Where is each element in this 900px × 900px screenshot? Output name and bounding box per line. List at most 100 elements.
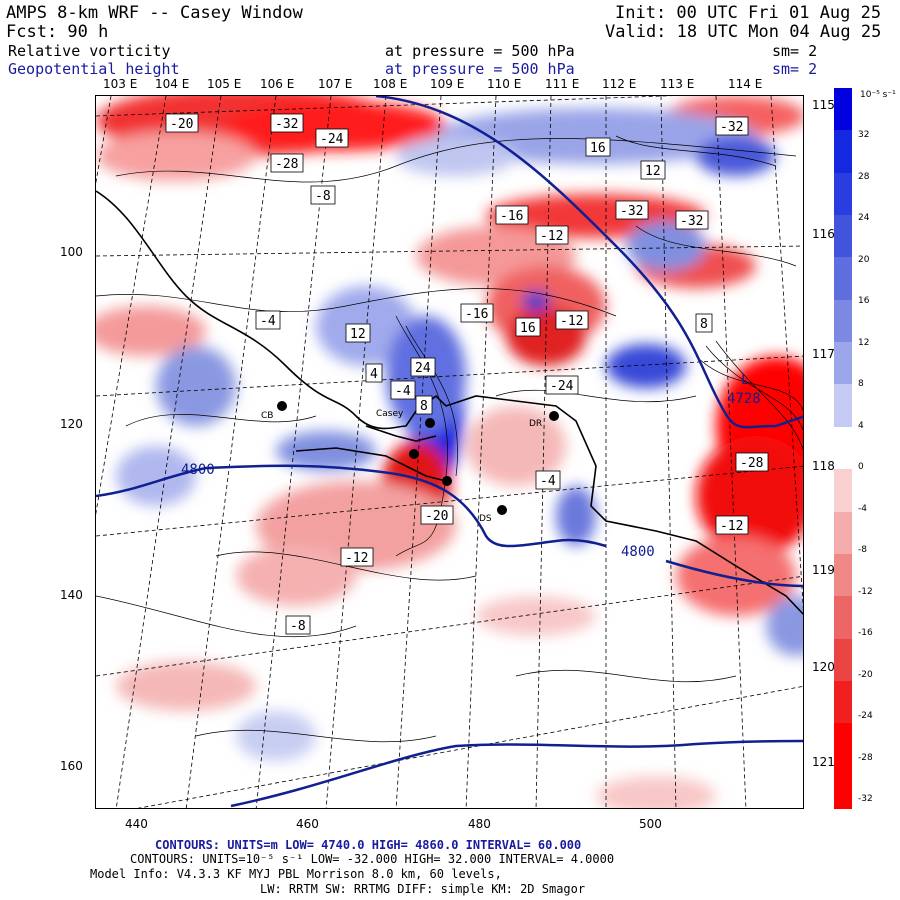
vorticity-label: -4: [395, 384, 411, 399]
station-casey-dot[interactable]: [425, 418, 435, 428]
station-dot-2[interactable]: [409, 449, 419, 459]
colorbar-label: -8: [858, 545, 867, 555]
vorticity-label: -32: [720, 120, 743, 135]
station-dr-label: DR: [529, 419, 542, 429]
map-canvas: 4800 4800 4728 L CB Casey DR DS -20 -32-2…: [96, 96, 803, 808]
y-tick-140: 140: [60, 588, 83, 602]
height-label-4728: 4728: [727, 391, 761, 407]
colorbar-label: 32: [858, 130, 870, 140]
forecast-hour: Fcst: 90 h: [6, 22, 109, 42]
colorbar-bin: [834, 426, 852, 470]
colorbar-bin: [834, 342, 852, 386]
colorbar-bin: [834, 680, 852, 724]
colorbar-bin: [834, 215, 852, 259]
valid-time: Valid: 18 UTC Mon 04 Aug 25: [605, 22, 882, 42]
colorbar-label: 12: [858, 337, 870, 348]
colorbar-bin: [834, 172, 852, 216]
lon-top-label: 105 E: [207, 77, 242, 91]
vorticity-label-box: [535, 470, 561, 490]
colorbar-bin: [834, 511, 852, 555]
colorbar-label: 28: [858, 171, 870, 182]
field2-smoothing: sm= 2: [772, 60, 818, 78]
vorticity-label-box: [270, 113, 304, 133]
lon-top-label: 111 E: [545, 77, 580, 91]
station-dr-dot[interactable]: [549, 411, 559, 421]
low-marker-L: L: [741, 372, 749, 388]
vorticity-label: -20: [170, 117, 193, 132]
vorticity-label-box: [515, 317, 541, 337]
lon-top-label: 110 E: [487, 77, 522, 91]
lon-top-label: 106 E: [260, 77, 295, 91]
lon-top-label: 114 E: [728, 77, 763, 91]
colorbar-label: -20: [858, 669, 873, 680]
vorticity-label-box: [420, 505, 454, 525]
colorbar-label: -16: [858, 628, 873, 638]
vorticity-label: 16: [590, 141, 606, 156]
vorticity-label-box: [495, 205, 529, 225]
vorticity-label: 24: [415, 361, 431, 376]
colorbar-label: 4: [858, 420, 864, 431]
vorticity-label: -24: [320, 132, 344, 147]
vorticity-label-box: [310, 185, 336, 205]
colorbar-label: 0: [858, 462, 864, 472]
vorticity-label: -12: [540, 229, 563, 244]
vorticity-label: -32: [680, 214, 703, 229]
vorticity-label-box: [615, 200, 649, 220]
vorticity-label-box: [365, 363, 383, 383]
lon-top-label: 107 E: [318, 77, 353, 91]
station-dot-3[interactable]: [442, 476, 452, 486]
colorbar-bin: [834, 765, 852, 809]
footer-vorticity-contours: CONTOURS: UNITS=10⁻⁵ s⁻¹ LOW= -32.000 HI…: [130, 852, 615, 866]
field2-name: Geopotential height: [8, 60, 180, 78]
vorticity-label-box: [390, 380, 416, 400]
x-tick-480: 480: [468, 817, 491, 831]
colorbar: [834, 88, 852, 809]
lon-top-label: 108 E: [373, 77, 408, 91]
colorbar-bin: [834, 384, 852, 428]
lon-top-label: 113 E: [660, 77, 695, 91]
station-ds-label: DS: [479, 514, 492, 524]
vorticity-label-box: [340, 547, 374, 567]
station-ds-dot[interactable]: [497, 505, 507, 515]
vorticity-label: -28: [740, 456, 763, 471]
field1-name: Relative vorticity: [8, 42, 171, 60]
vorticity-label-box: [460, 303, 494, 323]
colorbar-label: -32: [858, 794, 873, 804]
lon-top-label: 109 E: [430, 77, 465, 91]
colorbar-unit: 10⁻⁵ s⁻¹: [860, 90, 896, 100]
vorticity-label: -32: [620, 204, 643, 219]
vorticity-label: -4: [260, 314, 276, 329]
vorticity-label-box: [165, 113, 199, 133]
y-tick-100: 100: [60, 245, 83, 259]
lat-lon-grid: [96, 96, 803, 808]
colorbar-bin: [834, 469, 852, 513]
vorticity-labels: -20 -32 -24 -28 -12 12 8 16 -16 4 -4 -32 -32 -16 -12 -8…: [165, 113, 769, 635]
lon-top-label: 103 E: [103, 77, 138, 91]
footer-height-contours: CONTOURS: UNITS=m LOW= 4740.0 HIGH= 4860…: [155, 838, 582, 852]
vorticity-contours: [96, 135, 803, 743]
vorticity-label: -16: [465, 307, 488, 322]
colorbar-bin: [834, 638, 852, 682]
vorticity-label: -8: [290, 619, 306, 634]
vorticity-label-box: [285, 615, 311, 635]
vorticity-label-box: [535, 225, 569, 245]
station-cb-dot[interactable]: [277, 401, 287, 411]
height-label-4800-west: 4800: [181, 462, 215, 478]
vorticity-map[interactable]: 4800 4800 4728 L CB Casey DR DS -20 -32 -2…: [95, 95, 804, 809]
colorbar-label: 16: [858, 296, 870, 306]
y-tick-160: 160: [60, 759, 83, 773]
vorticity-label-box: [315, 128, 349, 148]
colorbar-label: 8: [858, 379, 864, 389]
station-casey-label: Casey: [376, 409, 404, 419]
vorticity-label: -12: [345, 551, 368, 566]
colorbar-bin: [834, 553, 852, 597]
vorticity-label: 16: [520, 321, 536, 336]
plot-title: AMPS 8-km WRF -- Casey Window: [6, 3, 303, 23]
colorbar-label: 20: [858, 254, 870, 265]
vorticity-label-box: [410, 357, 436, 377]
footer-physics-info: LW: RRTM SW: RRTMG DIFF: simple KM: 2D S…: [260, 882, 586, 896]
field1-pressure: at pressure = 500 hPa: [385, 42, 575, 60]
colorbar-label: -24: [858, 711, 873, 721]
vorticity-label-box: [695, 313, 713, 333]
vorticity-label-box: [255, 310, 281, 330]
